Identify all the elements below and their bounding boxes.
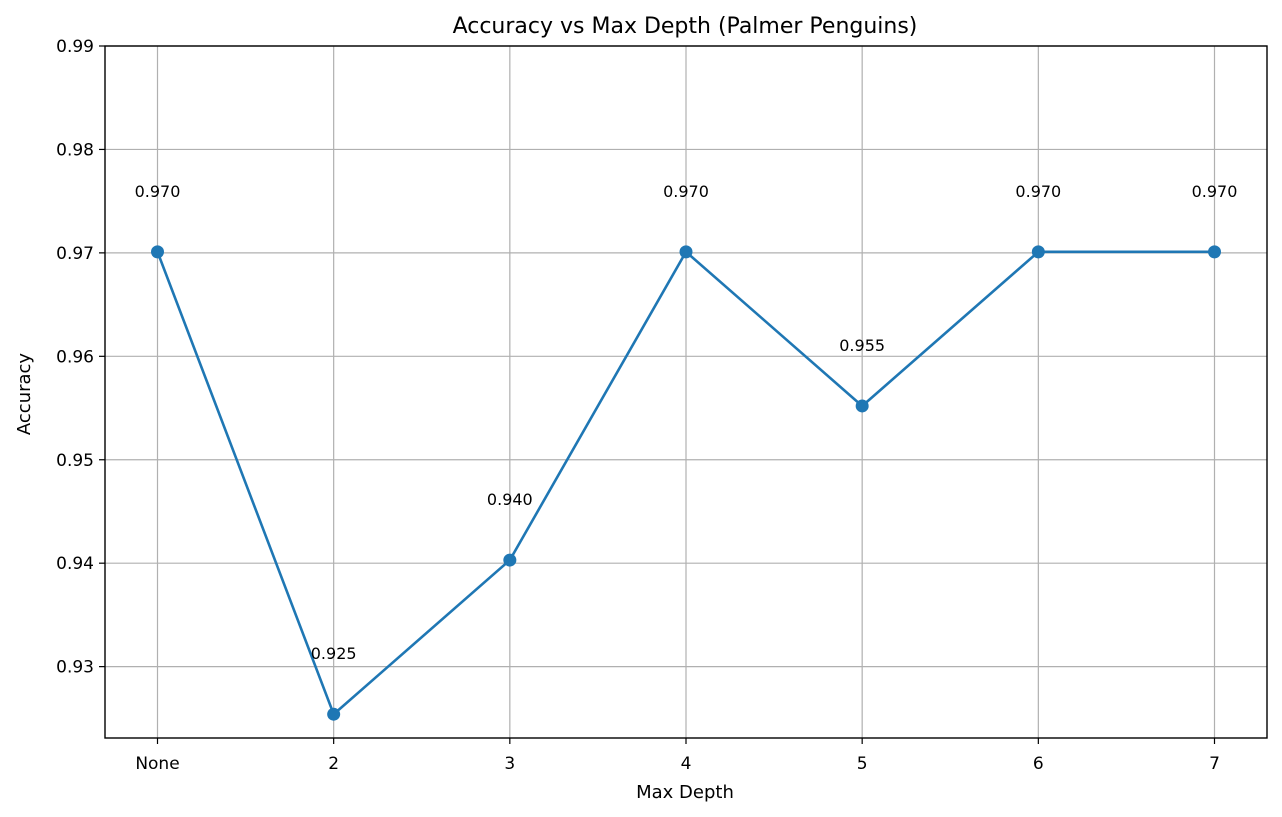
y-axis-ticks: 0.93 0.94 0.95 0.96 0.97 0.98 0.99	[56, 37, 105, 678]
x-tick-label: 2	[328, 754, 339, 774]
x-axis-ticks: None 2 3 4 5 6 7	[135, 738, 1220, 774]
data-point	[151, 245, 164, 259]
data-point	[1208, 245, 1221, 259]
data-point	[327, 707, 341, 721]
y-tick-label: 0.95	[56, 451, 94, 471]
data-point	[679, 245, 693, 259]
y-tick-label: 0.94	[56, 554, 94, 574]
data-label: 0.970	[1015, 182, 1061, 201]
data-labels: 0.970 0.925 0.940 0.970 0.955 0.970 0.970	[135, 182, 1238, 663]
y-tick-label: 0.98	[56, 140, 94, 160]
y-tick-label: 0.97	[56, 244, 94, 264]
x-tick-label: 7	[1209, 754, 1220, 774]
data-point	[855, 399, 869, 413]
x-tick-label: 4	[681, 754, 692, 774]
y-tick-label: 0.99	[56, 37, 94, 57]
data-label: 0.970	[663, 182, 709, 201]
y-tick-label: 0.96	[56, 347, 94, 367]
plot-area-frame	[104, 45, 1268, 739]
data-label: 0.940	[487, 490, 533, 509]
y-axis-label: Accuracy	[14, 353, 35, 436]
series-accuracy	[151, 245, 1221, 721]
x-tick-label: 6	[1033, 754, 1044, 774]
y-tick-label: 0.93	[56, 658, 94, 678]
x-tick-label: None	[135, 754, 179, 774]
grid-lines	[105, 45, 1267, 738]
chart-title: Accuracy vs Max Depth (Palmer Penguins)	[453, 14, 918, 39]
data-point	[503, 553, 517, 567]
data-point	[1031, 245, 1045, 259]
data-label: 0.970	[1192, 182, 1238, 201]
data-label: 0.970	[135, 182, 181, 201]
x-tick-label: 5	[857, 754, 868, 774]
x-tick-label: 3	[504, 754, 515, 774]
data-label: 0.925	[311, 644, 357, 663]
x-axis-label: Max Depth	[636, 782, 734, 803]
data-label: 0.955	[839, 336, 885, 355]
